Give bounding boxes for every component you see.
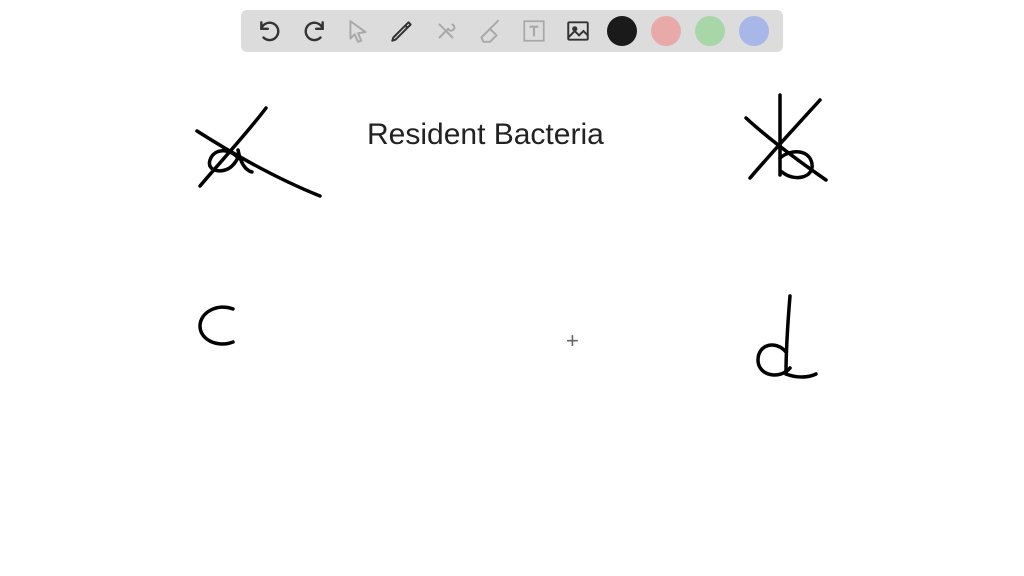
drawn-mark-d: [758, 296, 816, 377]
color-green-swatch[interactable]: [695, 16, 725, 46]
redo-button[interactable]: [299, 16, 329, 46]
drawn-mark-b: [746, 95, 826, 180]
color-black-swatch[interactable]: [607, 16, 637, 46]
drawn-mark-c: [200, 307, 233, 344]
pencil-tool-button[interactable]: [387, 16, 417, 46]
canvas-title-text: Resident Bacteria: [367, 118, 604, 152]
drawing-toolbar: [241, 10, 783, 52]
drawing-canvas[interactable]: [0, 0, 1024, 576]
color-blue-swatch[interactable]: [739, 16, 769, 46]
tools-button[interactable]: [431, 16, 461, 46]
crosshair-cursor: +: [566, 328, 579, 354]
undo-button[interactable]: [255, 16, 285, 46]
image-tool-button[interactable]: [563, 16, 593, 46]
select-tool-button[interactable]: [343, 16, 373, 46]
color-red-swatch[interactable]: [651, 16, 681, 46]
drawn-mark-a: [197, 108, 320, 196]
eraser-tool-button[interactable]: [475, 16, 505, 46]
text-tool-button[interactable]: [519, 16, 549, 46]
